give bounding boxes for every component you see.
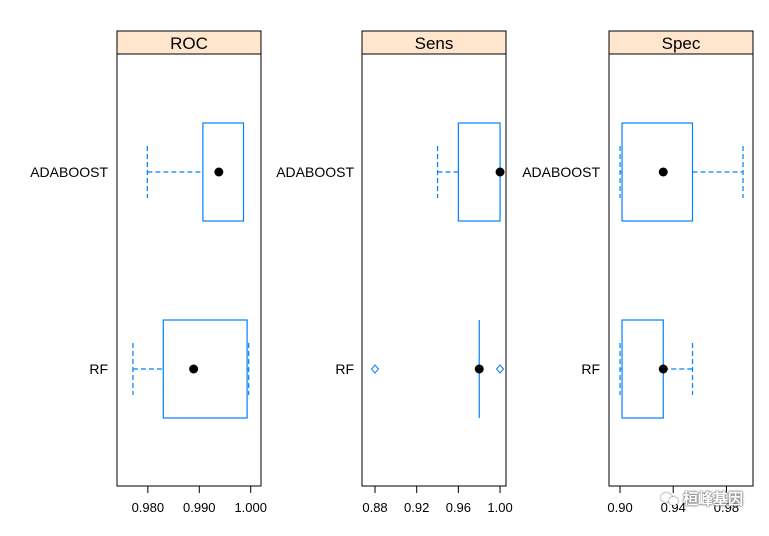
sens-tick-label-3: 1.00 <box>487 500 512 515</box>
roc-adaboost-median <box>214 167 224 177</box>
roc-rf-box <box>162 319 248 419</box>
sens-category-label-adaboost: ADABOOST <box>276 164 354 180</box>
spec-strip-label: Spec <box>662 34 701 53</box>
sens-tick-label-1: 0.92 <box>404 500 429 515</box>
wechat-icon <box>660 492 679 506</box>
spec-rf-median <box>658 364 668 374</box>
roc-category-label-rf: RF <box>89 361 108 377</box>
sens-rf-outlier-1 <box>495 364 505 374</box>
watermark: 桓峰基因 <box>660 488 743 509</box>
roc-adaboost-box <box>202 122 245 222</box>
roc-panel-frame <box>116 53 262 487</box>
sens-rf-median <box>474 364 484 374</box>
sens-rf-outlier-0 <box>370 364 380 374</box>
spec-adaboost-median <box>658 167 668 177</box>
spec-category-label-adaboost: ADABOOST <box>522 164 600 180</box>
roc-category-label-adaboost: ADABOOST <box>30 164 108 180</box>
sens-tick-label-0: 0.88 <box>362 500 387 515</box>
spec-tick-label-2: 0.98 <box>714 500 739 515</box>
spec-adaboost-box <box>621 122 694 222</box>
spec-panel-frame <box>608 53 754 487</box>
roc-tick-label-1: 0.990 <box>183 500 216 515</box>
spec-tick-label-0: 0.90 <box>607 500 632 515</box>
sens-panel-frame <box>361 53 507 487</box>
spec-category-label-rf: RF <box>581 361 600 377</box>
roc-rf-median <box>189 364 199 374</box>
roc-tick-label-0: 0.980 <box>132 500 165 515</box>
spec-rf-box <box>621 319 664 419</box>
watermark-text: 桓峰基因 <box>682 491 743 508</box>
sens-tick-label-2: 0.96 <box>446 500 471 515</box>
sens-category-label-rf: RF <box>335 361 354 377</box>
sens-adaboost-box <box>457 122 501 222</box>
roc-strip-label: ROC <box>170 34 208 53</box>
sens-strip-label: Sens <box>415 34 454 53</box>
spec-tick-label-1: 0.94 <box>661 500 686 515</box>
roc-tick-label-2: 1.000 <box>234 500 267 515</box>
sens-adaboost-median <box>495 167 505 177</box>
